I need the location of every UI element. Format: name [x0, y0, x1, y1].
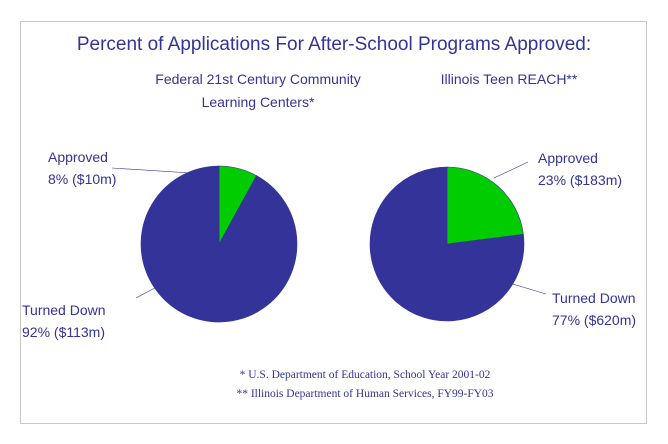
slice-category: Approved — [48, 149, 108, 165]
footnote: ** Illinois Department of Human Services… — [236, 388, 494, 400]
title: Percent of Applications For After-School… — [76, 34, 592, 55]
pie-slice — [369, 166, 525, 322]
leader-line — [493, 161, 529, 179]
slice-value-label: 8% ($10m) — [48, 171, 117, 187]
slice-value-label: 77% ($620m) — [552, 312, 637, 328]
slice-value-label: 23% ($183m) — [538, 172, 623, 188]
slice-category: Approved — [538, 150, 598, 166]
pie-title: Illinois Teen REACH** — [440, 71, 578, 87]
pie-slice — [140, 165, 298, 323]
slice-category: Turned Down — [22, 302, 106, 318]
frame — [20, 21, 647, 424]
pie-title: Federal 21st Century Community Learning … — [155, 71, 361, 110]
footnote: * U.S. Department of Education, School Y… — [239, 369, 491, 381]
pie-slice — [446, 166, 524, 245]
slice-category: Turned Down — [552, 290, 636, 306]
slice-value-label: 92% ($113m) — [22, 324, 106, 340]
